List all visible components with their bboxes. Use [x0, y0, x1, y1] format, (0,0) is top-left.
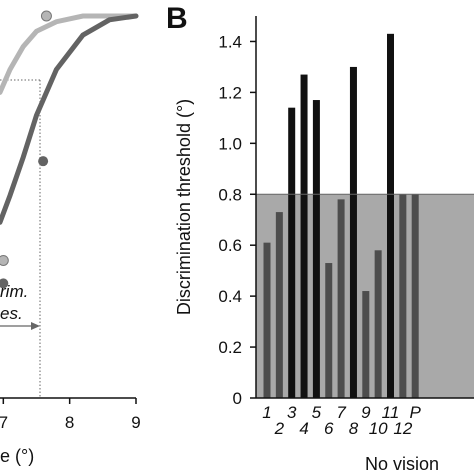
panel-b-y-tick-label-0: 0: [233, 389, 242, 408]
category-label-9: 9: [361, 403, 371, 422]
bar-11: [387, 33, 394, 399]
bar-12: [399, 194, 407, 398]
bar-6: [325, 263, 333, 398]
panel-a: rim. es. 7 8 9 e (°): [0, 10, 141, 466]
category-label-P: P: [410, 403, 422, 422]
category-label-6: 6: [324, 419, 334, 438]
category-label-12: 12: [393, 419, 412, 438]
annotation-line-2: es.: [0, 304, 23, 323]
panel-a-x-tick-label-9: 9: [131, 413, 140, 432]
panel-b-y-tick-label-0.4: 0.4: [218, 287, 242, 306]
data-point-series-1-1: [0, 254, 9, 266]
bar-3: [288, 107, 296, 399]
category-label-4: 4: [299, 419, 308, 438]
category-label-2: 2: [274, 419, 285, 438]
panel-b-x-axis-label: No vision: [365, 454, 439, 474]
annotation-arrow-head: [31, 322, 40, 330]
bar-8: [349, 66, 357, 398]
panel-a-x-tick-label-7: 7: [0, 413, 8, 432]
bar-9: [362, 291, 370, 398]
category-label-11: 11: [382, 403, 400, 422]
category-label-1: 1: [262, 403, 271, 422]
bar-2: [275, 212, 283, 398]
curve-series-1: [0, 13, 139, 95]
category-label-10: 10: [369, 419, 388, 438]
annotation-line-1: rim.: [0, 282, 28, 301]
data-point-series-1-2: [40, 10, 52, 22]
panel-b-y-axis-label: Discrimination threshold (°): [174, 99, 194, 315]
curve-series-2: [0, 13, 139, 225]
category-label-7: 7: [336, 403, 346, 422]
bar-7: [337, 199, 345, 398]
bar-5: [312, 100, 320, 398]
bar-1: [263, 242, 271, 398]
panel-a-x-axis-label: e (°): [0, 446, 34, 466]
panel-b-y-tick-label-0.6: 0.6: [218, 236, 242, 255]
panel-b-y-tick-label-1.2: 1.2: [218, 83, 242, 102]
bar-4: [300, 74, 308, 398]
bar-10: [374, 250, 382, 398]
data-point-series-2-2: [38, 156, 49, 167]
category-label-8: 8: [349, 419, 359, 438]
category-label-3: 3: [287, 403, 297, 422]
panel-b-label: B: [166, 2, 188, 35]
panel-b-y-tick-label-1.4: 1.4: [218, 32, 242, 51]
data-point-series-2-1: [0, 278, 9, 289]
category-label-5: 5: [312, 403, 322, 422]
bar-P: [411, 194, 419, 398]
panel-b-y-tick-label-0.8: 0.8: [218, 185, 242, 204]
panel-b-y-tick-label-0.2: 0.2: [218, 338, 242, 357]
panel-b-y-tick-label-1.0: 1.0: [218, 134, 242, 153]
panel-b: B 0 0.2 0.4 0.6 0.8 1.0 1.2 1.4 Discrimination th…: [166, 2, 474, 474]
panel-a-x-tick-label-8: 8: [65, 413, 74, 432]
